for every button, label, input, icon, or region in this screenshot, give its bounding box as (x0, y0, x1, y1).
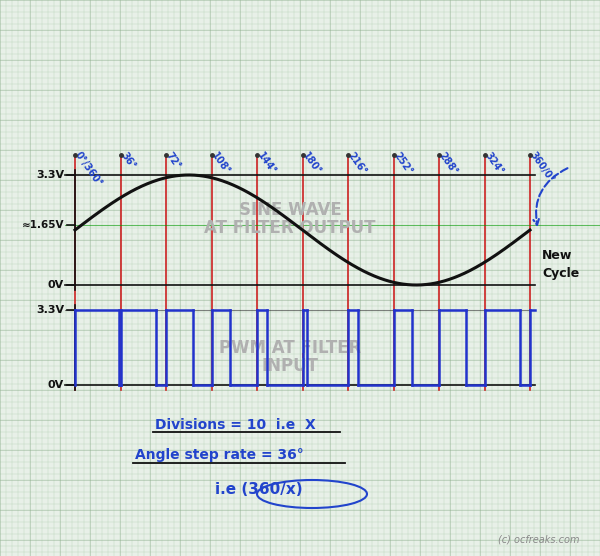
Text: 0V: 0V (48, 280, 64, 290)
Text: PWM AT FILTER: PWM AT FILTER (219, 339, 361, 357)
Text: (c) ocfreaks.com: (c) ocfreaks.com (499, 535, 580, 545)
Text: 72°: 72° (164, 150, 183, 171)
Text: 216°: 216° (346, 150, 368, 176)
Text: 144°: 144° (255, 150, 278, 176)
Text: New: New (542, 249, 572, 261)
Text: 360/0°: 360/0° (528, 150, 556, 185)
Text: 0°/360°: 0°/360° (73, 150, 104, 188)
Text: Divisions = 10  i.e  X: Divisions = 10 i.e X (155, 418, 316, 432)
Text: SINE WAVE: SINE WAVE (239, 201, 341, 219)
Text: 3.3V: 3.3V (36, 170, 64, 180)
Text: 0V: 0V (48, 380, 64, 390)
Text: AT FILTER OUTPUT: AT FILTER OUTPUT (204, 219, 376, 237)
Text: 180°: 180° (301, 150, 323, 176)
Text: 3.3V: 3.3V (36, 305, 64, 315)
Text: 288°: 288° (437, 150, 460, 176)
Text: Angle step rate = 36°: Angle step rate = 36° (135, 448, 304, 462)
Text: i.e (360/x): i.e (360/x) (215, 482, 302, 497)
Text: INPUT: INPUT (262, 357, 319, 375)
Text: 324°: 324° (482, 150, 505, 176)
Text: ≈1.65V: ≈1.65V (22, 220, 64, 230)
Text: 108°: 108° (209, 150, 232, 176)
Text: 252°: 252° (392, 150, 414, 176)
Text: Cycle: Cycle (542, 266, 579, 280)
Text: 36°: 36° (119, 150, 137, 171)
